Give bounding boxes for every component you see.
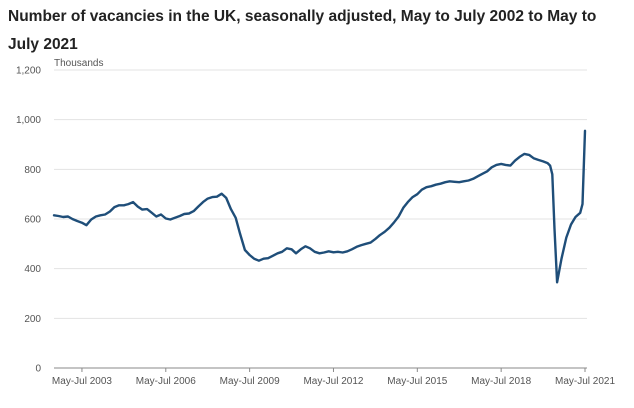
x-tick-label: May-Jul 2012: [303, 376, 363, 387]
y-tick-label: 1,200: [16, 66, 41, 77]
y-tick-label: 800: [24, 165, 41, 176]
x-tick-label: May-Jul 2021: [555, 376, 615, 387]
series-lines: [52, 129, 587, 284]
y-axis-unit-label: Thousands: [54, 58, 103, 69]
x-tick-label: May-Jul 2006: [136, 376, 196, 387]
x-tick-label: May-Jul 2015: [387, 376, 447, 387]
x-tick-label: May-Jul 2009: [220, 376, 280, 387]
x-tick-label: May-Jul 2018: [471, 376, 531, 387]
y-tick-label: 600: [24, 215, 41, 226]
y-axis: 0 200 400 600 800 1,000 1,200: [16, 66, 41, 375]
gridlines: [54, 69, 587, 369]
x-tick-label: May-Jul 2003: [52, 376, 112, 387]
series-line: [52, 129, 587, 284]
x-axis: May-Jul 2003 May-Jul 2006 May-Jul 2009 May-…: [52, 368, 615, 387]
chart-title: Number of vacancies in the UK, seasonall…: [8, 8, 597, 53]
y-tick-label: 400: [24, 264, 41, 275]
y-tick-label: 200: [24, 314, 41, 325]
y-tick-label: 0: [35, 364, 41, 375]
y-tick-label: 1,000: [16, 115, 41, 126]
